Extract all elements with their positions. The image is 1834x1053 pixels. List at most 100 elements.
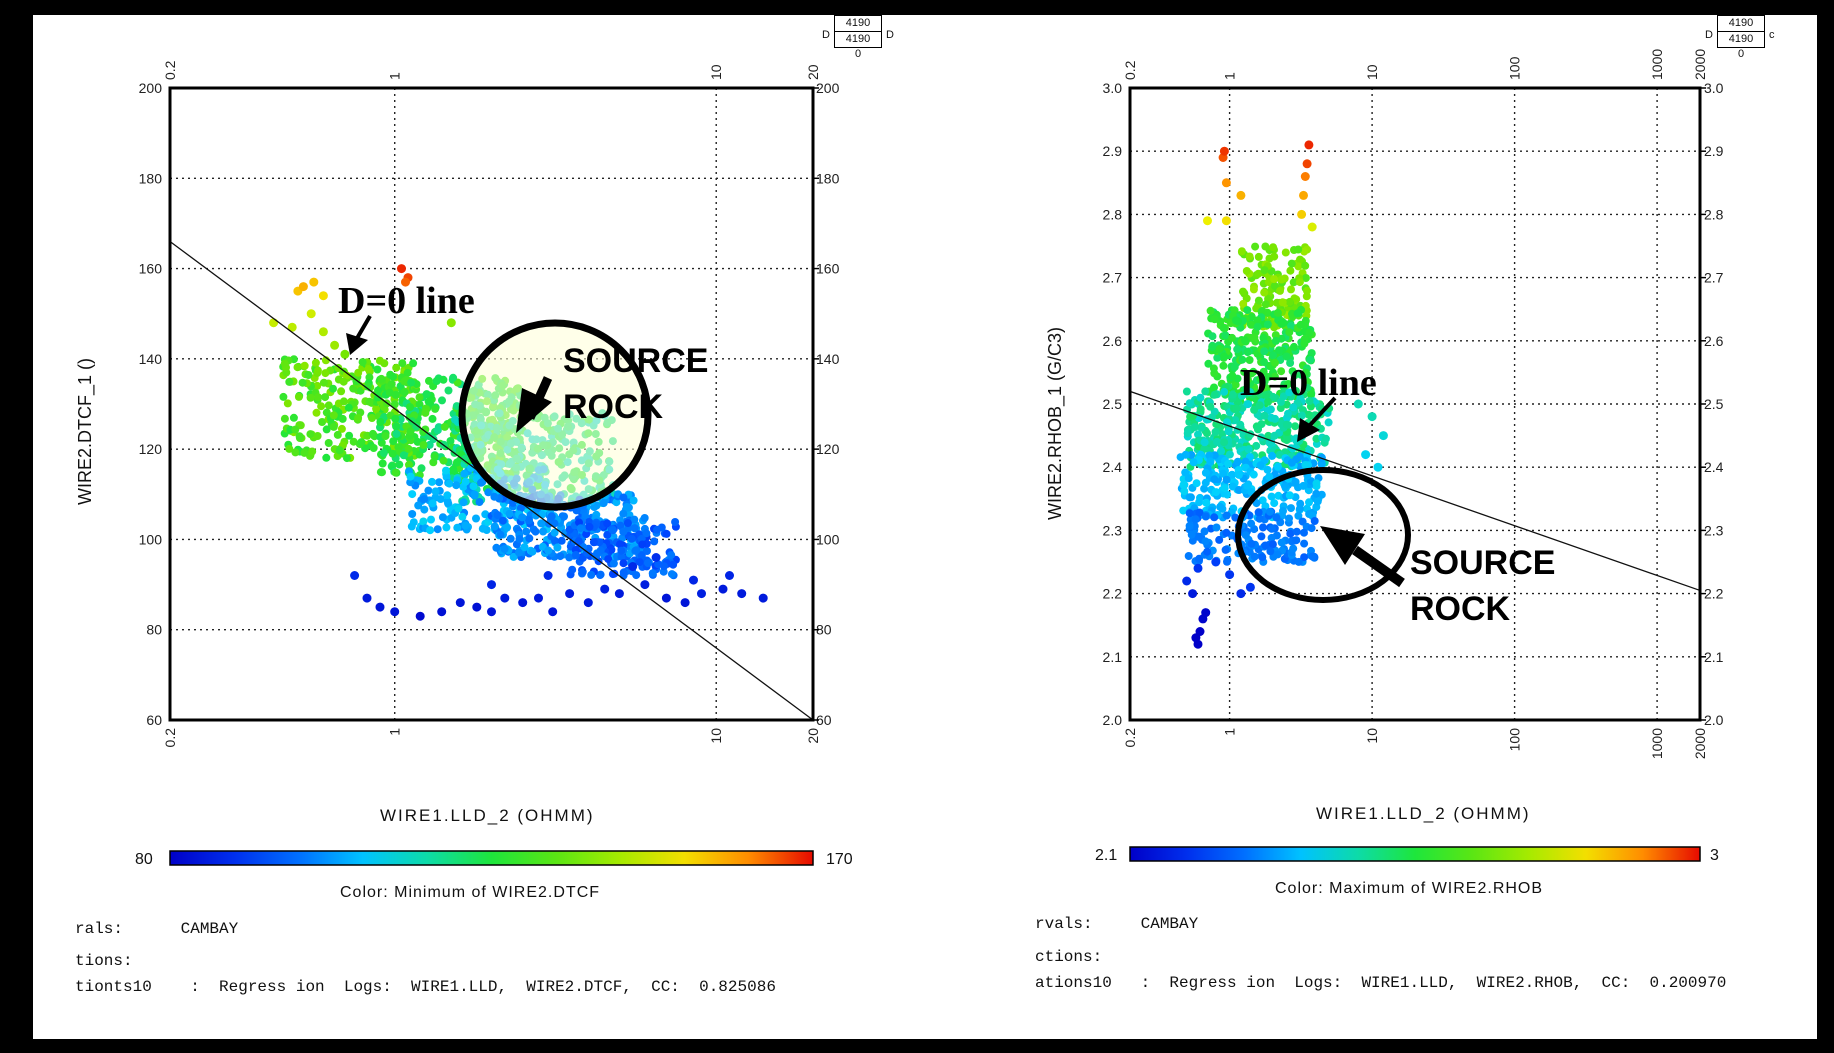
- chart1-point: [452, 481, 461, 490]
- chart2-point: [1245, 356, 1254, 364]
- chart1-point: [619, 493, 628, 502]
- chart2-point: [1287, 504, 1295, 513]
- chart2-point: [1378, 431, 1388, 441]
- chart2-point: [1219, 324, 1228, 332]
- chart2-point: [1254, 252, 1263, 261]
- chart1-point: [428, 477, 436, 486]
- chart2-point: [1240, 367, 1249, 376]
- chart1-point: [313, 432, 322, 440]
- chart2-point: [1286, 529, 1295, 538]
- chart1-point: [446, 437, 455, 445]
- chart1-point: [433, 525, 442, 534]
- chart1-point: [357, 438, 366, 447]
- footer-right-intervals: rvals: CAMBAY: [1035, 915, 1199, 933]
- chart2-point: [1256, 390, 1265, 399]
- chart1-point: [419, 441, 428, 449]
- chart2-point: [1221, 178, 1231, 188]
- chart1-point: [318, 291, 328, 301]
- chart1-point: [372, 404, 381, 413]
- chart1-point: [409, 359, 418, 368]
- chart2-point: [1245, 252, 1254, 261]
- chart1-point: [285, 444, 294, 453]
- chart1-point: [433, 426, 442, 435]
- chart1-point: [379, 449, 388, 457]
- chart2-colorbar-min: 2.1: [1095, 847, 1118, 864]
- chart2-point: [1258, 384, 1267, 393]
- chart1-point: [500, 545, 509, 554]
- chart2-point: [1221, 545, 1230, 554]
- chart1-point: [472, 602, 482, 612]
- chart2-point: [1179, 506, 1188, 515]
- chart2-point: [1284, 380, 1293, 388]
- chart2-point: [1277, 397, 1285, 406]
- chart2-point: [1200, 438, 1209, 447]
- chart2-point: [1236, 589, 1246, 599]
- chart2-point: [1191, 515, 1200, 524]
- chart1-point: [449, 373, 458, 382]
- chart1-point: [539, 527, 548, 536]
- chart2-tick-label-y-left: 2.2: [1103, 586, 1123, 602]
- chart2-point: [1206, 457, 1215, 466]
- chart1-point: [443, 491, 452, 500]
- chart2-point: [1267, 492, 1276, 501]
- chart1-point: [306, 393, 315, 402]
- chart2-point: [1266, 547, 1275, 556]
- chart2-point: [1181, 468, 1190, 477]
- chart1-point: [413, 437, 422, 446]
- chart2-point: [1201, 468, 1210, 477]
- chart1-tick-label-y-left: 120: [139, 441, 163, 457]
- chart2-point: [1225, 570, 1235, 580]
- chart1-point: [640, 580, 650, 590]
- chart2-tick-label-y-left: 2.5: [1103, 396, 1123, 412]
- chart1-point: [632, 546, 641, 555]
- chart2-point: [1269, 351, 1277, 360]
- chart2-point: [1244, 445, 1253, 454]
- chart1-point: [339, 377, 348, 386]
- chart1-point: [459, 498, 468, 507]
- chart2-point: [1273, 308, 1282, 317]
- chart2-point: [1312, 479, 1321, 488]
- badge-right-mark: D: [886, 29, 894, 41]
- chart1-point: [528, 547, 537, 556]
- chart1-point: [426, 526, 435, 535]
- chart1-point: [438, 396, 446, 405]
- chart2-point: [1241, 336, 1249, 345]
- chart2-point: [1196, 407, 1205, 416]
- chart1-point: [596, 570, 605, 579]
- chart1-annotation-rock: ROCK: [563, 388, 664, 426]
- chart1-point: [578, 567, 587, 576]
- chart1-d0-arrow: [354, 314, 372, 342]
- chart2-point: [1197, 423, 1206, 432]
- chart1-point: [321, 369, 330, 378]
- chart1-point: [454, 504, 463, 513]
- chart1-point: [364, 365, 373, 373]
- chart1-point: [565, 553, 574, 562]
- chart2-point: [1294, 262, 1303, 271]
- chart1-point: [444, 386, 453, 395]
- chart2-point: [1232, 316, 1240, 325]
- chart1-tick-label-y-right: 200: [816, 80, 840, 96]
- chart2-point: [1215, 535, 1224, 544]
- chart2-tick-label-x-top: 2000: [1692, 49, 1708, 80]
- chart1-point: [414, 501, 423, 510]
- chart2-tick-label-x-bottom: 10: [1364, 728, 1380, 744]
- chart2-point: [1233, 345, 1242, 354]
- chart1-point: [280, 414, 289, 423]
- chart1-tick-label-y-right: 180: [816, 170, 840, 186]
- chart1-point: [298, 378, 307, 387]
- badge-right-mark: c: [1769, 29, 1775, 41]
- chart2-point: [1269, 243, 1278, 252]
- chart1-point: [442, 523, 451, 532]
- chart1-point: [415, 393, 424, 402]
- chart2-point: [1270, 372, 1279, 381]
- footer-left-intervals: rals: CAMBAY: [75, 920, 239, 938]
- chart2-source-rock-arrow: [1352, 545, 1405, 588]
- chart2-xlabel: WIRE1.LLD_2 (OHMM): [1316, 804, 1531, 823]
- chart1-point: [583, 598, 593, 608]
- chart1-tick-label-y-right: 100: [816, 531, 840, 547]
- chart2-tick-label-y-left: 2.7: [1103, 270, 1123, 286]
- chart2-point: [1222, 511, 1231, 520]
- chart2-point: [1202, 498, 1211, 507]
- chart1-xlabel: WIRE1.LLD_2 (OHMM): [380, 806, 595, 825]
- chart1-point: [318, 418, 327, 426]
